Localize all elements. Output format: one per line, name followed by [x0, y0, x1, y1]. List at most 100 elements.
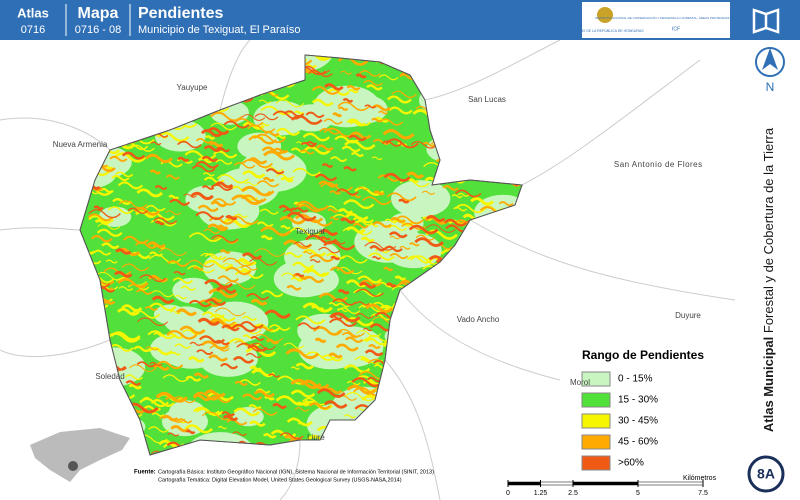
slope-patch: [290, 378, 322, 389]
slope-patch: [204, 279, 234, 289]
slope-patch: [165, 395, 187, 403]
slope-patch: [209, 141, 224, 148]
slope-patch: [254, 248, 286, 257]
slope-patch: [97, 223, 121, 230]
slope-patch: [234, 213, 248, 219]
legend-swatch: [581, 371, 611, 387]
slope-patch: [180, 285, 196, 291]
slope-patch: [244, 181, 259, 187]
slope-patch: [369, 245, 387, 252]
north-arrow: [762, 48, 778, 70]
slope-patch: [176, 308, 197, 317]
slope-patch: [217, 275, 239, 283]
slope-patch: [343, 199, 375, 210]
slope-patch: [386, 192, 417, 202]
slope-patch: [387, 95, 412, 104]
slope-patch: [135, 241, 159, 249]
slope-patch: [364, 104, 377, 109]
slope-patch: [290, 389, 316, 398]
slope-patch: [165, 210, 182, 216]
slope-patch: [318, 246, 341, 254]
slope-patch: [154, 220, 165, 226]
legend-swatch: [581, 434, 611, 450]
legend-label: 30 - 45%: [618, 416, 658, 427]
slope-patch: [204, 135, 216, 140]
slope-patch: [276, 127, 301, 136]
slope-patch: [415, 234, 436, 241]
slope-patch: [332, 298, 357, 306]
slope-patch: [117, 278, 149, 288]
slope-patch: [345, 279, 369, 288]
slope-patch: [388, 225, 407, 231]
slope-patch: [355, 73, 367, 79]
scale-segment: [540, 481, 574, 486]
slope-patch: [193, 372, 210, 379]
slope-patch: [133, 345, 151, 353]
slope-patch: [167, 432, 179, 437]
slope-patch: [233, 162, 256, 169]
slope-patch: [341, 332, 361, 339]
slope-patch: [386, 282, 397, 288]
slope-patch: [341, 145, 361, 153]
slope-patch: [96, 228, 123, 237]
slope-patch: [177, 156, 190, 162]
slope-patch: [302, 132, 331, 142]
flat-area: [163, 306, 209, 335]
scale-label: 1.25: [534, 490, 548, 497]
slope-patch: [179, 325, 206, 335]
slope-patch: [187, 259, 215, 268]
scale-unit: Kilómetros: [683, 475, 717, 482]
slope-patch: [223, 120, 250, 129]
slope-patch: [130, 309, 161, 319]
slope-patch: [355, 313, 374, 319]
slope-patch: [362, 196, 392, 205]
slope-patch: [394, 275, 407, 281]
slope-patch: [222, 257, 254, 267]
slope-patch: [121, 263, 149, 272]
slope-patch: [210, 200, 228, 208]
government-logo-text: GOBIERNO DE LA REPÚBLICA DE HONDURAS: [566, 29, 644, 33]
slope-patch: [280, 225, 291, 230]
sheet-badge: [747, 455, 785, 493]
slope-patch: [343, 166, 357, 172]
slope-patch: [305, 234, 338, 245]
map-subtitle: Municipio de Texiguat, El Paraíso: [138, 24, 300, 36]
slope-patch: [454, 203, 486, 214]
slope-patch: [498, 201, 514, 207]
slope-patch: [373, 190, 385, 196]
slope-patch: [295, 401, 310, 407]
scale-segment: [507, 481, 541, 486]
slope-patch: [303, 251, 313, 255]
slope-patch: [290, 366, 300, 370]
slope-patch: [285, 252, 303, 258]
slope-patch: [115, 248, 132, 255]
slope-patch: [172, 277, 194, 284]
slope-patch: [372, 138, 391, 145]
slope-patch: [101, 242, 120, 249]
slope-patch: [185, 429, 196, 435]
slope-patch: [191, 164, 216, 173]
slope-patch: [125, 380, 141, 386]
slope-patch: [330, 156, 348, 163]
slope-patch: [113, 270, 133, 278]
slope-patch: [169, 310, 182, 315]
slope-patch: [221, 263, 242, 269]
slope-patch: [247, 157, 268, 165]
slope-patch: [188, 299, 212, 308]
slope-patch: [364, 241, 397, 251]
slope-patch: [302, 268, 330, 277]
slope-patch: [216, 146, 231, 153]
place-label: Texiguat: [295, 227, 326, 236]
slope-patch: [314, 337, 327, 344]
slope-patch: [371, 156, 383, 161]
slope-patch: [364, 349, 384, 357]
slope-patch: [348, 134, 367, 142]
slope-patch: [264, 395, 275, 401]
slope-patch: [326, 252, 346, 260]
slope-patch: [225, 218, 238, 223]
slope-patch: [88, 215, 115, 224]
slope-patch: [239, 379, 261, 386]
slope-patch: [204, 298, 227, 306]
slope-patch: [203, 259, 234, 270]
map-label: Mapa: [78, 5, 119, 22]
